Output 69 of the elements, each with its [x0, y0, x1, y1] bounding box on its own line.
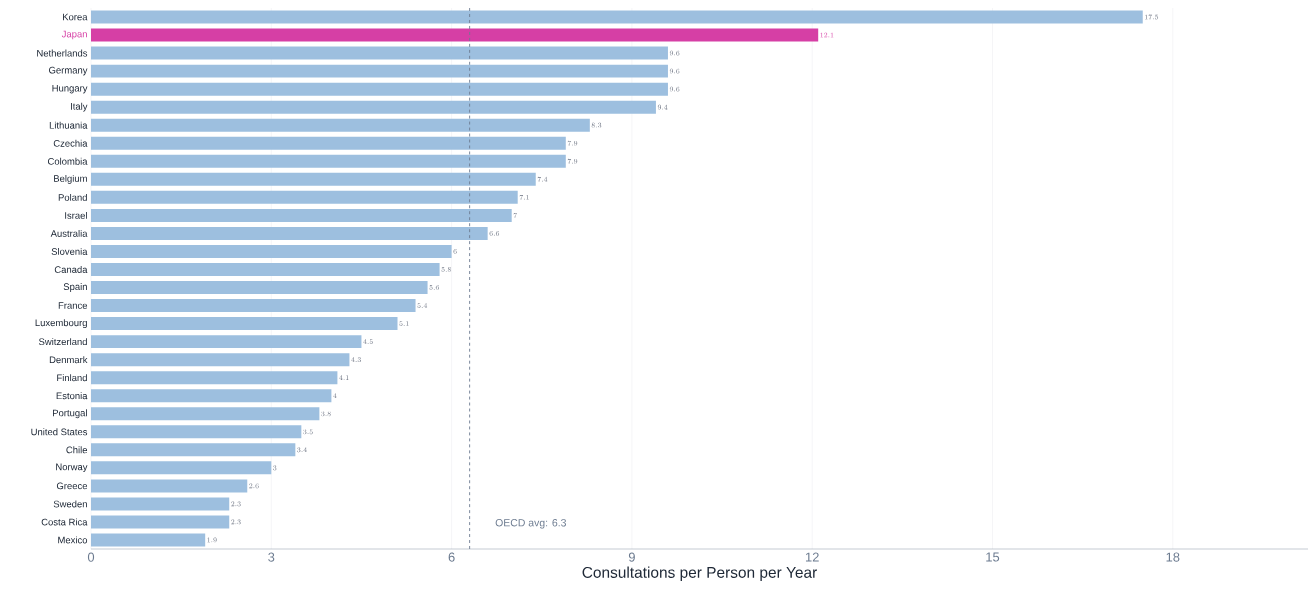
- bar: [91, 461, 272, 475]
- x-tick-label: 9: [628, 552, 635, 562]
- y-tick-label: Poland: [58, 193, 87, 201]
- x-tick-label: 18: [1166, 552, 1180, 562]
- y-tick-label: Spain: [63, 283, 87, 292]
- bar: [91, 46, 668, 60]
- bar: [91, 497, 230, 511]
- bar: [91, 371, 338, 385]
- y-tick-label: Finland: [57, 374, 87, 382]
- bar: [91, 515, 230, 529]
- bar: [91, 28, 819, 42]
- bar: [91, 100, 656, 114]
- bar: [91, 335, 362, 349]
- x-tick-label: 15: [986, 552, 1000, 562]
- bar: [91, 154, 566, 168]
- y-tick-label: Canada: [54, 266, 88, 273]
- bar: [91, 353, 350, 367]
- y-tick-label: Hungary: [52, 84, 88, 94]
- y-tick-label: Norway: [56, 463, 88, 473]
- bar: [91, 10, 1143, 24]
- y-tick-label: Australia: [50, 229, 88, 237]
- bar: [91, 82, 668, 96]
- bar: [91, 208, 512, 222]
- x-tick-label: 12: [805, 552, 819, 562]
- y-tick-label: Switzerland: [39, 338, 87, 346]
- y-tick-label: Greece: [56, 482, 88, 490]
- y-tick-label: Luxembourg: [35, 319, 87, 328]
- bar: [91, 118, 590, 132]
- bar: [91, 299, 416, 313]
- ref-line-label: OECD avg: 6.3: [495, 519, 566, 529]
- x-axis-title: Consultations per Person per Year: [582, 566, 817, 581]
- y-tick-label: Mexico: [58, 536, 88, 544]
- y-tick-label: Lithuania: [49, 121, 88, 129]
- y-tick-label: Korea: [63, 13, 88, 21]
- y-tick-label: Estonia: [56, 392, 88, 400]
- bar: [91, 172, 536, 186]
- y-tick-label: Chile: [66, 446, 88, 454]
- x-tick-label: 6: [448, 552, 455, 562]
- y-tick-label: Japan: [61, 30, 87, 40]
- bar: [91, 443, 296, 457]
- y-tick-label: Denmark: [49, 356, 88, 364]
- x-tick-label: 0: [87, 552, 95, 562]
- bar: [91, 244, 452, 258]
- y-tick-label: France: [58, 302, 88, 309]
- y-tick-label: Germany: [49, 66, 88, 76]
- bar: [91, 389, 332, 403]
- bar: [91, 263, 440, 276]
- bar: [91, 407, 320, 421]
- bar: [91, 533, 206, 547]
- y-tick-label: Netherlands: [37, 49, 88, 57]
- y-tick-label: Costa Rica: [41, 518, 88, 526]
- y-tick-label: United States: [31, 428, 88, 436]
- y-tick-label: Slovenia: [51, 247, 88, 255]
- bar: [91, 317, 398, 331]
- y-tick-label: Sweden: [53, 500, 87, 508]
- y-tick-label: Portugal: [53, 409, 87, 419]
- y-tick-label: Italy: [71, 102, 88, 112]
- y-tick-label: Belgium: [54, 174, 87, 184]
- bar: [91, 281, 428, 295]
- bar: [91, 479, 248, 493]
- bar: [91, 226, 488, 240]
- y-tick-label: Colombia: [47, 157, 88, 165]
- bar: [91, 136, 566, 150]
- bar: [91, 425, 302, 439]
- bar: [91, 64, 668, 78]
- bar: [91, 190, 518, 204]
- y-tick-label: Czechia: [53, 139, 88, 147]
- x-tick-label: 3: [268, 552, 275, 562]
- y-tick-label: Israel: [65, 211, 87, 219]
